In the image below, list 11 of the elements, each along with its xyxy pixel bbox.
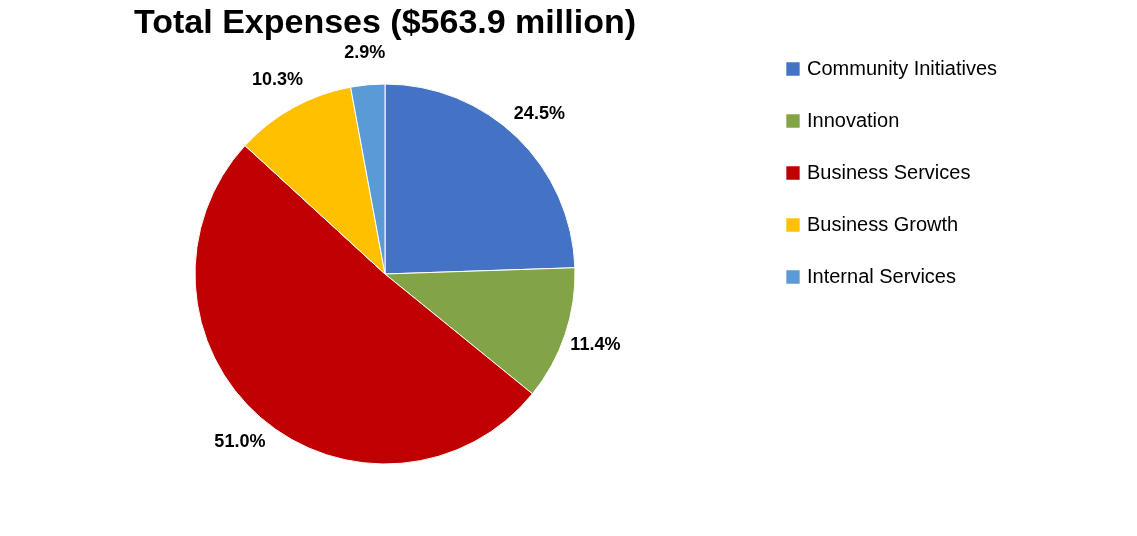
data-label: 24.5% bbox=[513, 103, 565, 124]
legend-label: Innovation bbox=[807, 109, 900, 131]
legend-label: Internal Services bbox=[807, 265, 956, 287]
legend-label: Business Services bbox=[807, 161, 971, 183]
data-label: 10.3% bbox=[252, 68, 304, 89]
data-label: 11.4% bbox=[570, 333, 621, 354]
chart-title: Total Expenses ($563.9 million) bbox=[134, 1, 636, 40]
legend-label: Community Initiatives bbox=[807, 57, 998, 79]
legend-label: Business Growth bbox=[807, 213, 959, 235]
data-label: 2.9% bbox=[344, 41, 386, 62]
data-label: 51.0% bbox=[214, 431, 266, 451]
